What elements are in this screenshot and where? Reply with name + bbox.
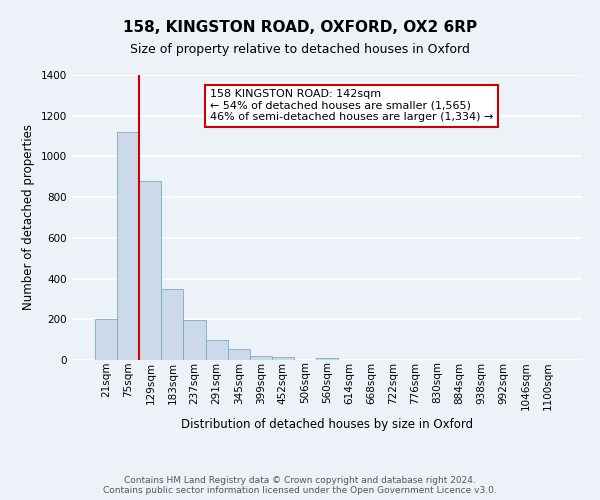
Text: Size of property relative to detached houses in Oxford: Size of property relative to detached ho… [130,42,470,56]
X-axis label: Distribution of detached houses by size in Oxford: Distribution of detached houses by size … [181,418,473,432]
Text: Contains HM Land Registry data © Crown copyright and database right 2024.
Contai: Contains HM Land Registry data © Crown c… [103,476,497,495]
Bar [250,356,272,360]
Text: 158 KINGSTON ROAD: 142sqm
← 54% of detached houses are smaller (1,565)
46% of se: 158 KINGSTON ROAD: 142sqm ← 54% of detac… [210,89,493,122]
Bar [139,181,161,360]
Bar [316,358,338,360]
Bar [161,289,184,360]
Bar [95,320,117,360]
Text: 158, KINGSTON ROAD, OXFORD, OX2 6RP: 158, KINGSTON ROAD, OXFORD, OX2 6RP [123,20,477,35]
Y-axis label: Number of detached properties: Number of detached properties [22,124,35,310]
Bar [206,340,227,360]
Bar [117,132,139,360]
Bar [184,320,206,360]
Bar [272,357,294,360]
Bar [227,349,250,360]
